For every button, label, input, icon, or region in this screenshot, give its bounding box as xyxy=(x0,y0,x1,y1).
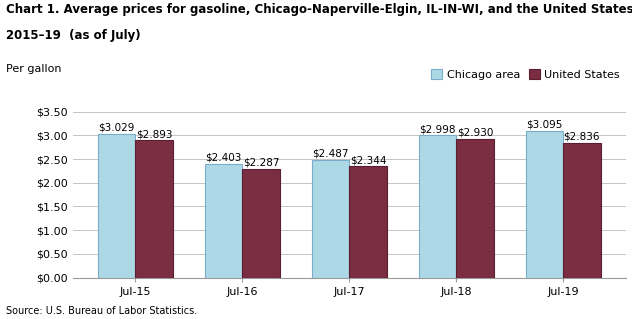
Text: $2.893: $2.893 xyxy=(136,129,173,139)
Bar xyxy=(98,134,135,278)
Text: 2015–19  (as of July): 2015–19 (as of July) xyxy=(6,29,141,42)
Text: $2.344: $2.344 xyxy=(349,155,386,165)
Legend: Chicago area, United States: Chicago area, United States xyxy=(431,69,620,80)
Text: $2.487: $2.487 xyxy=(312,148,349,159)
Text: Source: U.S. Bureau of Labor Statistics.: Source: U.S. Bureau of Labor Statistics. xyxy=(6,306,198,316)
Text: $2.287: $2.287 xyxy=(243,158,279,168)
Bar xyxy=(205,164,242,278)
Bar xyxy=(456,139,494,278)
Text: $3.029: $3.029 xyxy=(99,123,135,133)
Bar xyxy=(349,167,387,278)
Text: Per gallon: Per gallon xyxy=(6,64,62,74)
Text: $2.403: $2.403 xyxy=(205,152,241,162)
Text: $2.930: $2.930 xyxy=(457,128,493,137)
Bar xyxy=(242,169,279,278)
Text: $2.998: $2.998 xyxy=(419,124,456,134)
Text: $3.095: $3.095 xyxy=(526,120,562,130)
Bar xyxy=(419,136,456,278)
Bar xyxy=(563,143,600,278)
Bar xyxy=(135,140,173,278)
Text: $2.836: $2.836 xyxy=(564,132,600,142)
Text: Chart 1. Average prices for gasoline, Chicago-Naperville-Elgin, IL-IN-WI, and th: Chart 1. Average prices for gasoline, Ch… xyxy=(6,3,632,16)
Bar xyxy=(312,160,349,278)
Bar xyxy=(526,131,563,278)
